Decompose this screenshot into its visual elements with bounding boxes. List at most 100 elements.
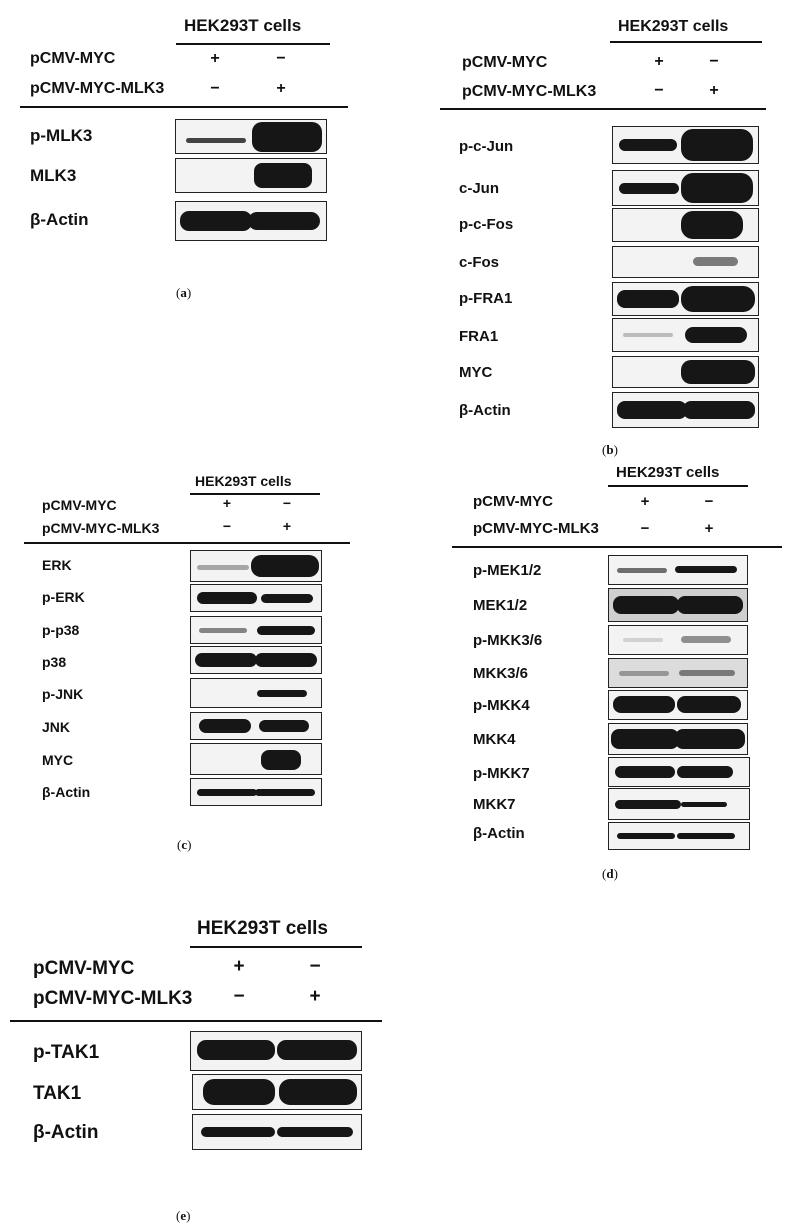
protein-label: p-TAK1 <box>33 1042 100 1063</box>
band-lane1 <box>180 211 252 231</box>
band-lane2 <box>677 766 733 778</box>
blot-strip <box>190 550 322 582</box>
header-underline <box>610 41 762 43</box>
lane2-sign: + <box>709 82 719 99</box>
lane2-sign: − <box>276 50 286 67</box>
blot-strip <box>190 743 322 775</box>
blot-strip <box>190 584 322 612</box>
band-lane1 <box>617 833 675 839</box>
band-lane1 <box>619 139 677 151</box>
protein-label: β-Actin <box>473 825 525 842</box>
blot-strip <box>192 1074 362 1110</box>
cell-header: HEK293T cells <box>184 16 302 35</box>
band-lane2 <box>277 1040 357 1060</box>
protein-label: MKK4 <box>473 731 516 748</box>
panel-caption: (c) <box>177 837 192 852</box>
cell-header: HEK293T cells <box>616 464 720 481</box>
band-lane2 <box>261 594 313 603</box>
band-lane1 <box>201 1127 275 1137</box>
protein-label: p-ERK <box>42 589 85 605</box>
protein-label: β-Actin <box>459 402 511 419</box>
band-lane2 <box>261 750 301 770</box>
band-lane1 <box>619 183 679 194</box>
separator-line <box>24 542 350 544</box>
band-lane1 <box>617 568 667 573</box>
blot-strip <box>608 588 748 622</box>
separator-line <box>10 1020 382 1022</box>
condition-label: pCMV-MYC-MLK3 <box>42 520 160 536</box>
lane2-sign: − <box>282 495 292 511</box>
blot-strip <box>608 658 748 688</box>
blot-strip <box>608 625 748 655</box>
band-lane2 <box>257 626 315 635</box>
blot-strip <box>612 208 759 242</box>
lane1-sign: + <box>233 956 245 977</box>
band-lane2 <box>681 286 755 312</box>
protein-label: MYC <box>42 752 74 768</box>
blot-strip <box>190 616 322 644</box>
protein-label: MLK3 <box>30 166 77 185</box>
band-lane2 <box>248 212 320 230</box>
band-lane2 <box>681 129 753 161</box>
lane1-sign: − <box>640 520 650 537</box>
band-lane2 <box>681 360 755 384</box>
band-lane1 <box>615 766 675 778</box>
protein-label: c-Jun <box>459 180 500 197</box>
panel-caption: (e) <box>176 1208 191 1223</box>
band-lane2 <box>675 729 745 749</box>
band-lane2 <box>675 566 737 573</box>
header-underline <box>190 946 362 948</box>
band-lane1 <box>199 628 247 633</box>
band-lane2 <box>279 1079 357 1105</box>
condition-label: pCMV-MYC-MLK3 <box>30 80 165 97</box>
condition-label: pCMV-MYC-MLK3 <box>33 988 193 1009</box>
protein-label: p-FRA1 <box>459 290 513 307</box>
blot-strip <box>612 318 759 352</box>
band-lane2 <box>681 211 743 239</box>
band-lane2 <box>685 327 747 343</box>
condition-label: pCMV-MYC <box>30 50 116 67</box>
band-lane1 <box>617 290 679 308</box>
band-lane2 <box>254 163 312 188</box>
lane2-sign: + <box>276 80 286 97</box>
protein-label: p-c-Fos <box>459 216 514 233</box>
condition-label: pCMV-MYC-MLK3 <box>473 520 599 537</box>
blot-strip <box>608 822 750 850</box>
protein-label: p-MEK1/2 <box>473 562 542 579</box>
band-lane1 <box>197 1040 275 1060</box>
blot-strip <box>190 1031 362 1071</box>
condition-label: pCMV-MYC-MLK3 <box>462 83 597 100</box>
lane2-sign: + <box>282 518 292 534</box>
lane1-sign: + <box>640 493 650 510</box>
protein-label: TAK1 <box>33 1083 82 1104</box>
lane1-sign: − <box>210 80 220 97</box>
lane1-sign: − <box>222 518 232 534</box>
protein-label: MKK3/6 <box>473 665 529 682</box>
lane2-sign: + <box>309 986 321 1007</box>
band-lane2 <box>681 173 753 203</box>
cell-header: HEK293T cells <box>618 18 729 35</box>
band-lane2 <box>259 720 309 732</box>
header-underline <box>608 485 748 487</box>
lane2-sign: − <box>709 53 719 70</box>
band-lane1 <box>619 671 669 676</box>
band-lane1 <box>199 719 251 733</box>
protein-label: c-Fos <box>459 254 500 271</box>
protein-label: MEK1/2 <box>473 597 528 614</box>
protein-label: p-c-Jun <box>459 138 514 155</box>
protein-label: FRA1 <box>459 328 499 345</box>
protein-label: p-p38 <box>42 622 80 638</box>
blot-strip <box>175 119 327 154</box>
band-lane1 <box>623 333 673 337</box>
caption-letter: d <box>606 866 614 881</box>
blot-strip <box>608 723 748 755</box>
band-lane1 <box>613 596 679 614</box>
band-lane2 <box>255 653 317 667</box>
lane1-sign: + <box>222 495 232 511</box>
protein-label: p-MKK7 <box>473 765 530 782</box>
condition-label: pCMV-MYC <box>473 493 553 510</box>
band-lane1 <box>197 565 249 570</box>
condition-label: pCMV-MYC <box>462 54 548 71</box>
protein-label: β-Actin <box>42 784 91 800</box>
protein-label: p-MKK3/6 <box>473 632 543 649</box>
